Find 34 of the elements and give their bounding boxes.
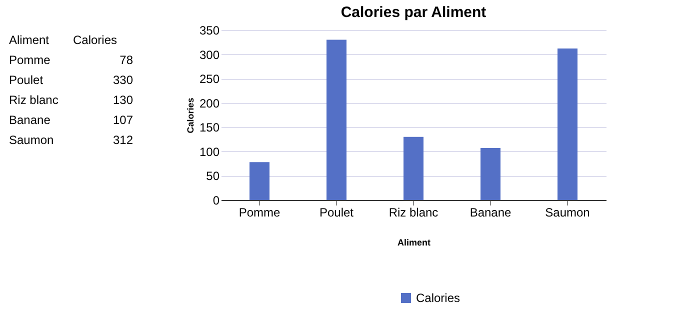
y-tick-label: 300 <box>199 48 220 62</box>
y-tick-label: 0 <box>212 194 220 208</box>
y-tick-label: 350 <box>199 24 220 38</box>
data-label: 78 <box>120 53 134 67</box>
category-label: Poulet <box>9 73 44 87</box>
x-tick-label: Banane <box>470 206 512 220</box>
legend-label: Calories <box>416 291 460 305</box>
x-tick-label: Riz blanc <box>388 206 438 220</box>
x-tick-label: Pomme <box>238 206 280 220</box>
bar <box>404 136 424 200</box>
category-label: Saumon <box>9 133 54 147</box>
data-label: 107 <box>112 113 134 127</box>
y-tick-label: 200 <box>199 96 220 110</box>
bar <box>250 162 270 200</box>
chart-title: Calories par Aliment <box>340 4 486 21</box>
bar <box>480 148 500 200</box>
text: Aliment <box>9 33 50 47</box>
y-tick-label: 250 <box>199 72 220 86</box>
x-tick-label: Poulet <box>319 206 354 220</box>
data-label: 330 <box>112 73 134 87</box>
data-label: 312 <box>112 133 134 147</box>
category-label: Riz blanc <box>9 93 58 107</box>
category-label: Banane <box>9 113 51 127</box>
x-axis-title: Aliment <box>397 238 431 248</box>
bar <box>326 40 346 200</box>
x-tick-label: Saumon <box>545 206 590 220</box>
y-tick-label: 100 <box>199 144 220 159</box>
y-tick-label: 150 <box>199 120 220 135</box>
y-axis-title: Calories <box>185 98 196 134</box>
category-label: Pomme <box>9 53 51 67</box>
text: Calories <box>73 33 118 47</box>
data-label: 130 <box>112 93 134 107</box>
bar <box>558 48 578 200</box>
y-tick-label: 50 <box>206 169 220 184</box>
